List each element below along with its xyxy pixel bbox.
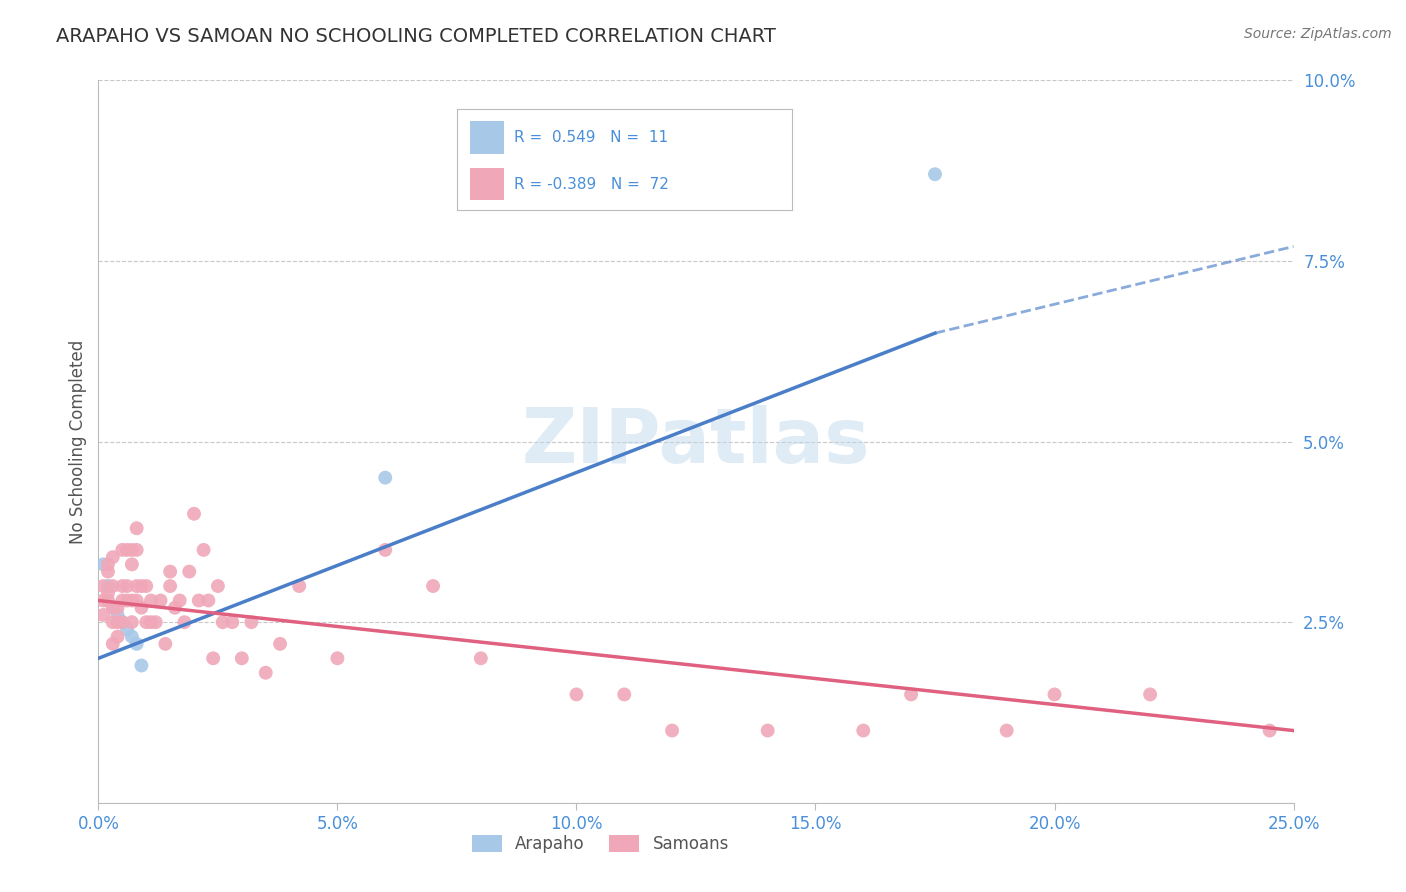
Point	[115, 579, 138, 593]
Point	[101, 579, 124, 593]
Text: ZIPatlas: ZIPatlas	[522, 405, 870, 478]
Text: ARAPAHO VS SAMOAN NO SCHOOLING COMPLETED CORRELATION CHART: ARAPAHO VS SAMOAN NO SCHOOLING COMPLETED…	[56, 27, 776, 45]
Point	[163, 600, 186, 615]
Point	[91, 579, 114, 593]
Point	[101, 615, 124, 630]
Point	[211, 615, 233, 630]
Point	[107, 600, 129, 615]
Point	[121, 630, 143, 644]
Point	[374, 542, 396, 557]
Point	[111, 615, 134, 630]
Point	[254, 665, 277, 680]
Text: Source: ZipAtlas.com: Source: ZipAtlas.com	[1244, 27, 1392, 41]
Point	[1139, 687, 1161, 701]
Point	[422, 579, 444, 593]
Point	[91, 558, 114, 572]
Point	[288, 579, 311, 593]
Point	[111, 615, 134, 630]
Point	[470, 651, 492, 665]
Point	[97, 565, 120, 579]
Point	[121, 558, 143, 572]
Point	[187, 593, 209, 607]
Point	[101, 637, 124, 651]
Point	[169, 593, 191, 607]
Point	[125, 637, 148, 651]
Point	[125, 579, 148, 593]
Point	[111, 542, 134, 557]
Point	[221, 615, 243, 630]
Point	[107, 607, 129, 622]
Point	[207, 579, 229, 593]
Point	[1258, 723, 1281, 738]
Point	[135, 615, 157, 630]
Point	[1043, 687, 1066, 701]
Point	[179, 565, 201, 579]
Point	[121, 542, 143, 557]
Point	[139, 615, 162, 630]
Point	[924, 167, 946, 181]
Point	[91, 593, 114, 607]
Y-axis label: No Schooling Completed: No Schooling Completed	[69, 340, 87, 543]
Point	[852, 723, 875, 738]
Point	[374, 471, 396, 485]
Point	[131, 658, 153, 673]
Point	[159, 579, 181, 593]
Point	[115, 593, 138, 607]
Point	[97, 558, 120, 572]
Point	[97, 593, 120, 607]
Point	[145, 615, 167, 630]
Point	[131, 600, 153, 615]
Point	[240, 615, 263, 630]
Point	[121, 593, 143, 607]
Point	[111, 579, 134, 593]
Point	[125, 521, 148, 535]
Point	[149, 593, 172, 607]
Point	[183, 507, 205, 521]
Point	[995, 723, 1018, 738]
Point	[91, 607, 114, 622]
Point	[101, 550, 124, 565]
Point	[139, 593, 162, 607]
Point	[326, 651, 349, 665]
Point	[661, 723, 683, 738]
Point	[107, 630, 129, 644]
Point	[197, 593, 219, 607]
Point	[115, 623, 138, 637]
Point	[231, 651, 253, 665]
Point	[97, 579, 120, 593]
Point	[111, 593, 134, 607]
Point	[125, 593, 148, 607]
Point	[193, 542, 215, 557]
Point	[613, 687, 636, 701]
Point	[202, 651, 225, 665]
Point	[900, 687, 922, 701]
Point	[269, 637, 291, 651]
Point	[155, 637, 177, 651]
Point	[107, 615, 129, 630]
Point	[115, 542, 138, 557]
Point	[173, 615, 195, 630]
Point	[131, 579, 153, 593]
Point	[756, 723, 779, 738]
Point	[121, 615, 143, 630]
Point	[565, 687, 588, 701]
Point	[101, 600, 124, 615]
Point	[135, 579, 157, 593]
Legend: Arapaho, Samoans: Arapaho, Samoans	[465, 828, 735, 860]
Point	[159, 565, 181, 579]
Point	[101, 600, 124, 615]
Point	[125, 542, 148, 557]
Point	[97, 586, 120, 600]
